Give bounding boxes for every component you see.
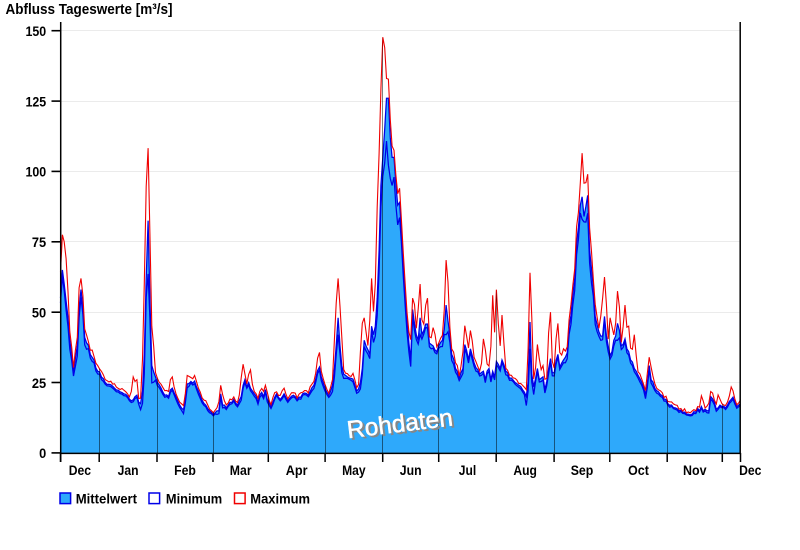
svg-text:Minimum: Minimum <box>166 490 222 506</box>
svg-text:Apr: Apr <box>286 462 308 478</box>
svg-text:Mar: Mar <box>230 462 252 478</box>
svg-text:May: May <box>342 462 366 478</box>
svg-text:150: 150 <box>26 23 47 39</box>
svg-text:Jun: Jun <box>400 462 422 478</box>
svg-text:Mittelwert: Mittelwert <box>76 490 138 506</box>
svg-text:25: 25 <box>32 375 46 391</box>
svg-text:50: 50 <box>32 305 46 321</box>
svg-text:100: 100 <box>26 164 47 180</box>
svg-text:Sep: Sep <box>571 462 594 478</box>
svg-text:Jan: Jan <box>118 462 139 478</box>
svg-text:0: 0 <box>39 445 46 461</box>
svg-text:Oct: Oct <box>628 462 649 478</box>
svg-text:Dec: Dec <box>739 462 761 478</box>
svg-text:Abfluss Tageswerte [m³/s]: Abfluss Tageswerte [m³/s] <box>6 1 173 18</box>
svg-text:Feb: Feb <box>174 462 196 478</box>
svg-text:75: 75 <box>32 234 46 250</box>
svg-text:Jul: Jul <box>459 462 476 478</box>
svg-text:Maximum: Maximum <box>250 490 310 506</box>
svg-text:Nov: Nov <box>683 462 707 478</box>
svg-text:Aug: Aug <box>513 462 537 478</box>
svg-text:125: 125 <box>26 93 47 109</box>
svg-text:Dec: Dec <box>69 462 91 478</box>
